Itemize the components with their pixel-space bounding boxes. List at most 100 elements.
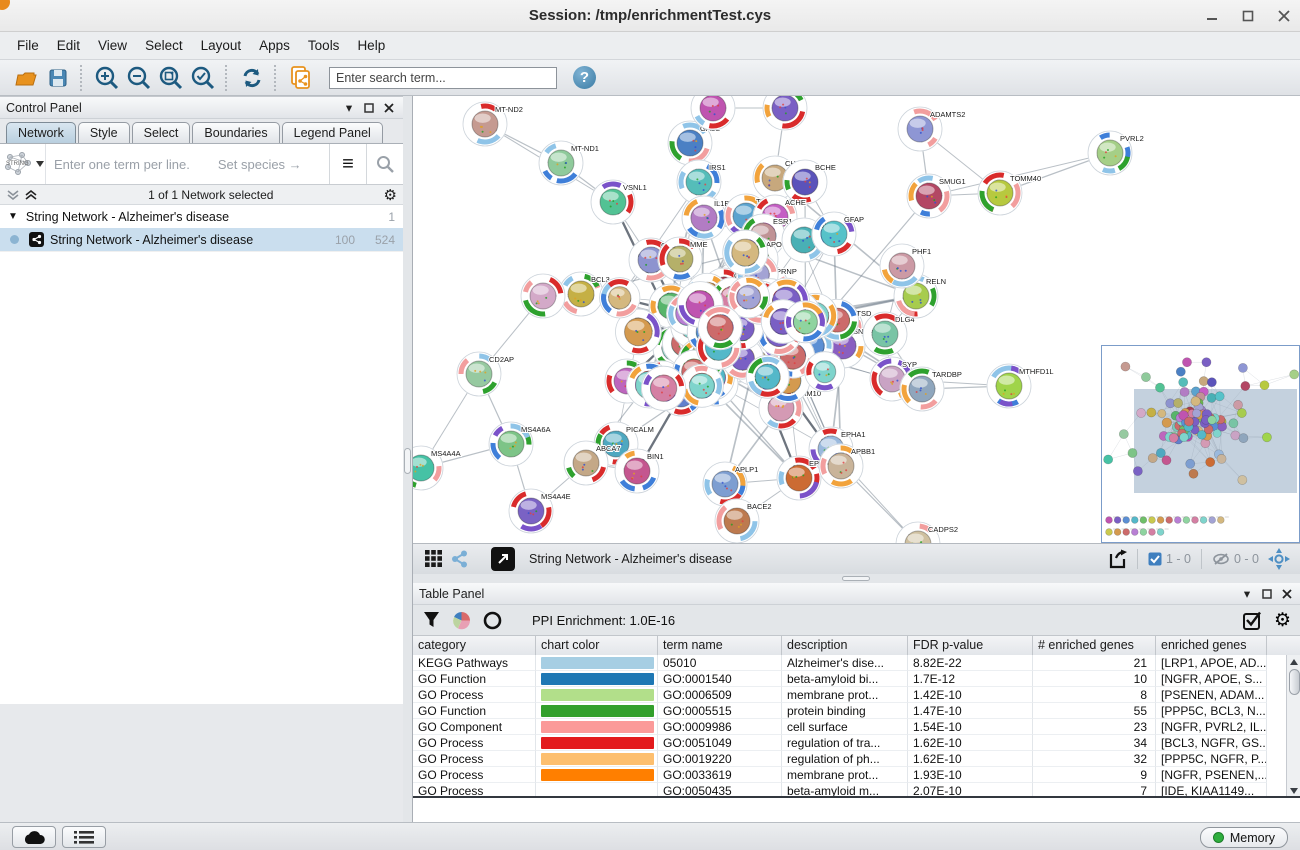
column-header-description[interactable]: description: [782, 636, 908, 655]
table-row[interactable]: GO Process GO:0033619 membrane prot... 1.93…: [413, 767, 1300, 783]
network-node[interactable]: PHF1: [877, 241, 932, 292]
menu-tools[interactable]: Tools: [307, 38, 340, 53]
minimize-button[interactable]: [1206, 10, 1218, 22]
tab-style[interactable]: Style: [77, 122, 130, 143]
network-node[interactable]: BIN1: [612, 446, 665, 497]
network-node[interactable]: MT-ND1: [536, 138, 600, 188]
network-node[interactable]: DLG4: [860, 309, 916, 359]
search-input[interactable]: [329, 66, 557, 89]
network-node[interactable]: MS4A6A: [486, 419, 552, 470]
table-row[interactable]: GO Process GO:0006509 membrane prot... 1.42…: [413, 687, 1300, 703]
open-file-button[interactable]: [10, 63, 42, 93]
table-row[interactable]: GO Process GO:0019220 regulation of ph... 1…: [413, 751, 1300, 767]
column-header-term-name[interactable]: term name: [658, 636, 782, 655]
panel-close-icon[interactable]: [381, 101, 397, 115]
zoom-fit-button[interactable]: [155, 63, 187, 93]
string-search-button[interactable]: [366, 144, 403, 184]
zoom-out-button[interactable]: [123, 63, 155, 93]
hidden-nodes-badge[interactable]: 0 - 0: [1212, 552, 1259, 566]
network-node[interactable]: TOMM40: [975, 168, 1042, 218]
network-node[interactable]: MT-ND2: [460, 99, 524, 150]
ring-chart-icon[interactable]: [483, 611, 502, 630]
column-header--enriched-genes[interactable]: # enriched genes: [1033, 636, 1156, 655]
network-node[interactable]: MME: [655, 234, 709, 283]
network-node[interactable]: [782, 298, 829, 345]
network-node[interactable]: [695, 302, 746, 353]
table-row[interactable]: GO Component GO:0009986 cell surface 1.54E-…: [413, 719, 1300, 735]
network-node[interactable]: [719, 226, 771, 278]
string-source-dropdown[interactable]: STRING: [0, 144, 46, 184]
cloud-tasks-button[interactable]: [12, 826, 56, 848]
panel-divider[interactable]: [403, 96, 412, 822]
zoom-selected-button[interactable]: [187, 63, 219, 93]
task-list-button[interactable]: [62, 826, 106, 848]
close-button[interactable]: [1278, 10, 1290, 22]
network-node[interactable]: CD2AP: [455, 350, 515, 399]
panel-float-icon[interactable]: [361, 101, 377, 115]
network-node[interactable]: VSNL1: [588, 177, 648, 227]
collapse-all-icon[interactable]: [6, 189, 20, 201]
network-node[interactable]: APBB1: [816, 441, 876, 491]
menu-select[interactable]: Select: [145, 38, 183, 53]
table-scrollbar[interactable]: [1286, 655, 1300, 796]
network-node[interactable]: ABCA7: [561, 438, 622, 489]
network-row-selected[interactable]: String Network - Alzheimer's disease 100…: [0, 228, 403, 251]
network-node[interactable]: ADAMTS2: [895, 104, 966, 153]
network-node[interactable]: PVRL2: [1085, 128, 1145, 178]
table-row[interactable]: GO Process GO:0050435 beta-amyloid m... 2.0…: [413, 783, 1300, 796]
menu-edit[interactable]: Edit: [56, 38, 81, 53]
table-panel-divider[interactable]: [413, 574, 1300, 583]
memory-button[interactable]: Memory: [1199, 827, 1288, 848]
network-node[interactable]: [743, 352, 792, 401]
table-row[interactable]: GO Function GO:0005515 protein binding 1.47…: [413, 703, 1300, 719]
divider-handle[interactable]: [404, 448, 411, 474]
network-node[interactable]: IL1B: [680, 194, 730, 243]
menu-help[interactable]: Help: [357, 38, 386, 53]
network-node[interactable]: TARDBP: [897, 364, 963, 415]
navigate-button[interactable]: [1265, 544, 1293, 574]
network-collection-row[interactable]: ▼ String Network - Alzheimer's disease 1: [0, 205, 403, 228]
divider-handle[interactable]: [842, 576, 870, 581]
network-node[interactable]: GFAP: [809, 209, 865, 260]
network-node[interactable]: BACE2: [713, 497, 773, 543]
column-header-category[interactable]: category: [413, 636, 536, 655]
network-node[interactable]: BCL3: [556, 269, 611, 319]
menu-layout[interactable]: Layout: [200, 38, 242, 53]
grid-view-button[interactable]: [421, 544, 447, 574]
menu-apps[interactable]: Apps: [259, 38, 290, 53]
network-node[interactable]: [803, 350, 846, 393]
select-all-checkbox-icon[interactable]: [1242, 611, 1262, 630]
birds-eye-view[interactable]: [1101, 345, 1300, 543]
tab-select[interactable]: Select: [131, 122, 191, 143]
network-node[interactable]: [688, 96, 739, 133]
help-button[interactable]: ?: [573, 66, 596, 89]
network-canvas[interactable]: MT-ND2 MT-ND1 VSNL1 GAB2 IRS1 CHAT BCHE IL1B TNF…: [413, 96, 1300, 543]
table-row[interactable]: KEGG Pathways 05010 Alzheimer's dise... 8.8…: [413, 655, 1300, 671]
string-options-button[interactable]: ≡: [329, 144, 366, 184]
network-node[interactable]: [518, 271, 568, 321]
tab-network[interactable]: Network: [6, 122, 76, 143]
filter-icon[interactable]: [423, 611, 440, 629]
network-node[interactable]: BCHE: [781, 158, 837, 206]
expand-all-icon[interactable]: [24, 189, 38, 201]
network-node[interactable]: [613, 306, 664, 357]
tab-legend-panel[interactable]: Legend Panel: [281, 122, 383, 143]
refresh-button[interactable]: [236, 63, 268, 93]
tree-expand-caret[interactable]: ▼: [8, 211, 18, 222]
tab-boundaries[interactable]: Boundaries: [192, 122, 280, 143]
menu-view[interactable]: View: [98, 38, 128, 53]
panel-menu-icon[interactable]: ▾: [1243, 587, 1251, 601]
network-node[interactable]: MS4A4A: [413, 445, 462, 491]
column-header-chart-color[interactable]: chart color: [536, 636, 658, 655]
network-node[interactable]: MTHFD1L: [984, 361, 1055, 410]
zoom-in-button[interactable]: [91, 63, 123, 93]
network-node[interactable]: MS4A4E: [506, 486, 572, 536]
detach-view-button[interactable]: [491, 547, 515, 571]
export-network-button[interactable]: [1103, 544, 1133, 574]
network-node[interactable]: [638, 363, 689, 414]
scrollbar-thumb[interactable]: [1289, 669, 1300, 695]
panel-menu-icon[interactable]: ▾: [345, 101, 353, 115]
panel-float-icon[interactable]: [1259, 587, 1275, 601]
table-row[interactable]: GO Function GO:0001540 beta-amyloid bi... 1…: [413, 671, 1300, 687]
save-session-button[interactable]: [42, 63, 74, 93]
